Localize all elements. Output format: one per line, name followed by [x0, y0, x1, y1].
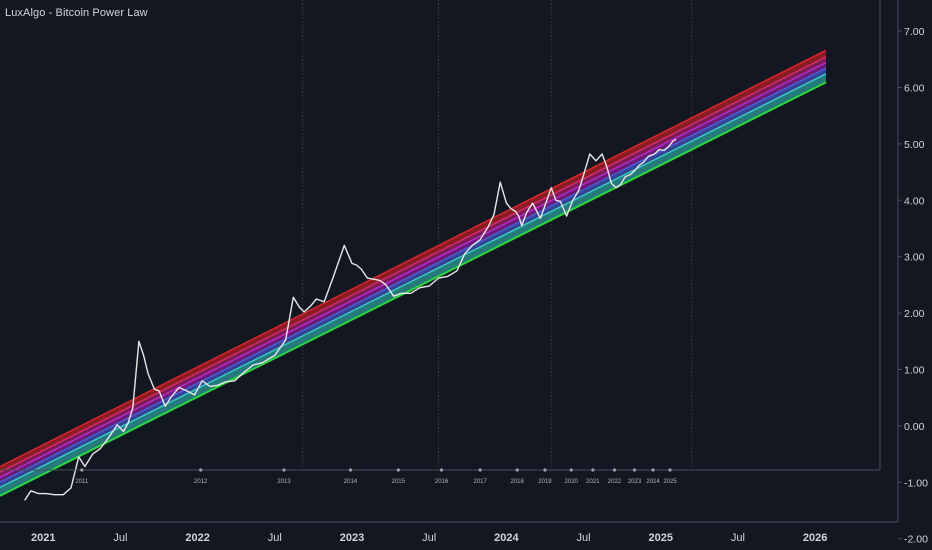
y-tick-label: 4.00	[904, 195, 925, 207]
year-marker-dot	[515, 468, 519, 472]
y-tick-label: 1.00	[904, 364, 925, 376]
band-line	[0, 73, 827, 489]
year-marker-label: 2014	[344, 479, 358, 485]
year-marker-dot	[439, 468, 444, 472]
x-tick-label: Jul	[731, 532, 745, 544]
y-tick-label: 5.00	[904, 139, 925, 151]
x-tick-label: 2026	[803, 532, 827, 544]
year-marker-label: 2025	[663, 479, 677, 485]
chart-title: LuxAlgo - Bitcoin Power Law	[5, 7, 148, 19]
band-fill	[0, 73, 826, 496]
year-marker-dot	[569, 468, 573, 472]
x-tick-label: Jul	[422, 532, 436, 544]
year-marker-dot	[591, 468, 595, 472]
band-line	[0, 81, 827, 497]
x-tick-label: Jul	[268, 532, 282, 544]
x-tick-label: 2022	[185, 532, 209, 544]
year-marker-label: 2020	[565, 479, 579, 485]
year-marker-label: 2013	[277, 479, 291, 485]
band-fill	[0, 62, 826, 483]
y-tick-label: 2.00	[904, 308, 925, 320]
year-marker-label: 2011	[75, 479, 89, 485]
x-tick-label: Jul	[577, 532, 591, 544]
x-tick-label: 2021	[31, 532, 55, 544]
year-marker-dot	[651, 468, 655, 472]
y-tick-label: -2.00	[904, 534, 928, 546]
band-fill	[0, 50, 826, 473]
year-marker-dot	[199, 468, 203, 472]
band-fill	[0, 68, 826, 488]
y-tick-label: 3.00	[904, 252, 925, 264]
year-marker-dot	[282, 468, 286, 472]
year-marker-label: 2024	[646, 479, 660, 485]
band-fill	[0, 56, 826, 478]
y-tick-label: -1.00	[904, 477, 928, 489]
price-series-line	[24, 138, 677, 501]
year-marker-dot	[543, 468, 547, 472]
year-marker-label: 2015	[392, 479, 406, 485]
year-marker-label: 2022	[608, 479, 622, 485]
y-tick-label: 0.00	[904, 421, 925, 433]
band-line	[0, 61, 827, 478]
band-line	[0, 49, 827, 468]
power-law-bands	[0, 49, 827, 497]
year-marker-dot	[478, 468, 482, 472]
year-marker-label: 2018	[511, 479, 525, 485]
x-tick-label: 2025	[649, 532, 673, 544]
year-marker-label: 2017	[473, 479, 487, 485]
y-tick-label: 7.00	[904, 26, 925, 38]
year-marker-label: 2012	[194, 479, 208, 485]
year-marker-dot	[632, 468, 637, 472]
x-tick-label: 2023	[340, 532, 364, 544]
year-marker-dot	[668, 468, 672, 472]
year-marker-dot	[348, 468, 353, 472]
band-line	[0, 56, 827, 473]
year-marker-dot	[612, 468, 617, 472]
band-line	[0, 67, 827, 483]
year-marker-label: 2019	[538, 479, 552, 485]
year-marker-dot	[396, 468, 400, 472]
year-marker-label: 2021	[586, 479, 600, 485]
year-marker-label: 2016	[435, 479, 449, 485]
y-tick-label: 6.00	[904, 82, 925, 94]
x-tick-label: 2024	[494, 532, 519, 544]
year-marker-label: 2023	[628, 479, 642, 485]
year-marker-dot	[80, 468, 84, 472]
x-tick-label: Jul	[113, 532, 127, 544]
